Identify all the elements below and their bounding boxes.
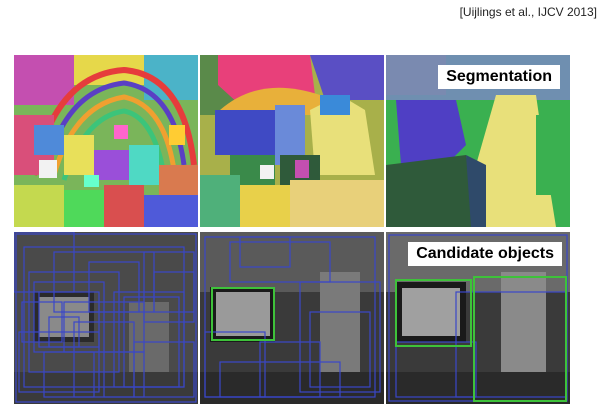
segmentation-medium-image [200, 55, 384, 227]
segmentation-coarse-panel: Segmentation [386, 55, 570, 227]
segmentation-fine-image [14, 55, 198, 227]
candidates-dense-image [14, 232, 198, 404]
candidates-medium-image [200, 232, 384, 404]
segmentation-fine-panel [14, 55, 198, 227]
citation: [Uijlings et al., IJCV 2013] [459, 5, 597, 19]
candidate-objects-label: Candidate objects [408, 242, 562, 266]
segmentation-label: Segmentation [438, 65, 560, 89]
candidates-coarse-panel: Candidate objects [386, 232, 570, 404]
candidates-medium-panel [200, 232, 384, 404]
candidates-dense-panel [14, 232, 198, 404]
segmentation-medium-panel [200, 55, 384, 227]
